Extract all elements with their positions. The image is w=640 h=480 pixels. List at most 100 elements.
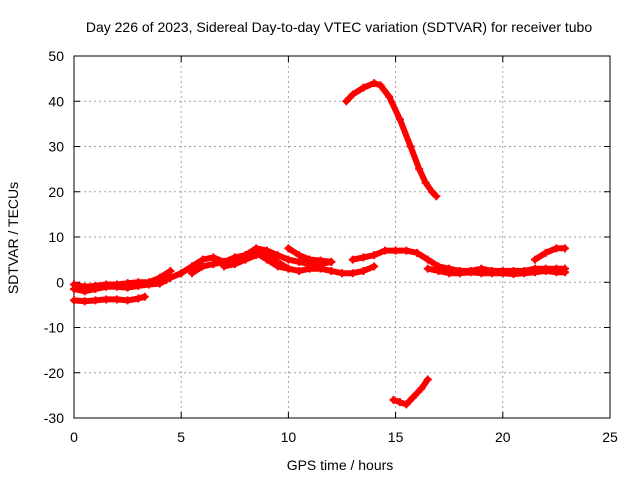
data-point — [112, 280, 121, 289]
data-point — [80, 297, 89, 306]
data-point — [134, 278, 143, 287]
data-point — [423, 375, 432, 384]
data-point — [530, 268, 539, 277]
data-point — [423, 255, 432, 264]
data-point — [359, 253, 368, 262]
data-point — [252, 251, 261, 260]
data-point — [530, 255, 539, 264]
data-point — [445, 269, 454, 278]
grid — [74, 56, 610, 418]
data-point — [241, 255, 250, 264]
data-point — [230, 253, 239, 262]
data-point — [209, 253, 218, 262]
x-tick-label: 15 — [388, 429, 404, 445]
data-point — [284, 244, 293, 253]
data-point — [187, 269, 196, 278]
data-point — [70, 296, 78, 305]
series-track-3 — [71, 267, 174, 290]
data-point — [406, 142, 415, 151]
y-tick-label: 50 — [48, 48, 64, 64]
data-point — [295, 251, 304, 260]
data-point — [209, 260, 218, 269]
data-point — [166, 273, 175, 282]
data-point — [198, 262, 207, 271]
data-point — [155, 273, 164, 282]
data-point — [380, 246, 389, 255]
data-point — [166, 266, 175, 275]
data-point — [466, 268, 475, 277]
y-tick-label: 20 — [48, 184, 64, 200]
data-point — [395, 115, 404, 124]
data-point — [541, 266, 550, 275]
data-point — [395, 398, 404, 407]
data-point — [112, 295, 121, 304]
data-point — [402, 246, 411, 255]
data-point — [359, 83, 368, 92]
data-point — [273, 251, 282, 260]
data-point — [316, 264, 325, 273]
data-point — [123, 296, 132, 305]
data-point — [455, 269, 464, 278]
data-point — [376, 81, 385, 90]
data-point — [498, 269, 507, 278]
x-axis-label: GPS time / hours — [287, 457, 394, 473]
data-point — [295, 266, 304, 275]
x-tick-label: 5 — [177, 429, 185, 445]
data-point — [520, 269, 529, 278]
data-point — [391, 246, 400, 255]
data-point — [359, 266, 368, 275]
data-point — [415, 165, 424, 174]
y-tick-label: 40 — [48, 93, 64, 109]
y-tick-label: 0 — [56, 274, 64, 290]
data-point — [417, 384, 426, 393]
data-point — [102, 295, 111, 304]
data-point — [220, 262, 229, 271]
data-point — [305, 264, 314, 273]
x-tick-label: 20 — [495, 429, 511, 445]
data-point — [370, 79, 379, 88]
data-point — [327, 266, 336, 275]
data-point — [284, 264, 293, 273]
data-point — [305, 255, 314, 264]
data-point — [348, 90, 357, 99]
data-point — [348, 269, 357, 278]
data-point — [434, 266, 443, 275]
data-point — [560, 268, 569, 277]
data-point — [70, 280, 78, 289]
data-point — [316, 256, 325, 265]
data-point — [284, 255, 293, 264]
data-point — [509, 270, 518, 279]
data-point — [402, 400, 411, 409]
data-point — [370, 262, 379, 271]
data-point — [408, 393, 417, 402]
chart-title: Day 226 of 2023, Sidereal Day-to-day VTE… — [86, 19, 593, 35]
data-point — [140, 292, 149, 301]
data-point — [560, 244, 569, 253]
data-point — [134, 294, 143, 303]
data-point — [348, 255, 357, 264]
data-point — [428, 187, 437, 196]
data-point — [230, 260, 239, 269]
x-tick-label: 0 — [70, 429, 78, 445]
data-point — [91, 281, 100, 290]
data-point — [413, 248, 422, 257]
data-point — [162, 275, 171, 284]
y-tick-label: 30 — [48, 139, 64, 155]
data-point — [342, 97, 351, 106]
data-point — [262, 255, 271, 264]
data-point — [80, 282, 89, 291]
data-point — [389, 395, 398, 404]
data-point — [177, 269, 186, 278]
data-point — [295, 257, 304, 266]
axis-ticks: 0 5 10 15 20 25 -30 -20 -10 0 10 20 30 40 50 — [44, 48, 618, 445]
data-point — [123, 279, 132, 288]
data-point — [91, 296, 100, 305]
y-axis-label: SDTVAR / TECUs — [5, 182, 21, 294]
y-tick-label: 10 — [48, 229, 64, 245]
series-track-11 — [390, 376, 431, 408]
data-point — [488, 269, 497, 278]
data-point — [385, 92, 394, 101]
data-point — [338, 269, 346, 278]
data-point — [327, 257, 336, 266]
